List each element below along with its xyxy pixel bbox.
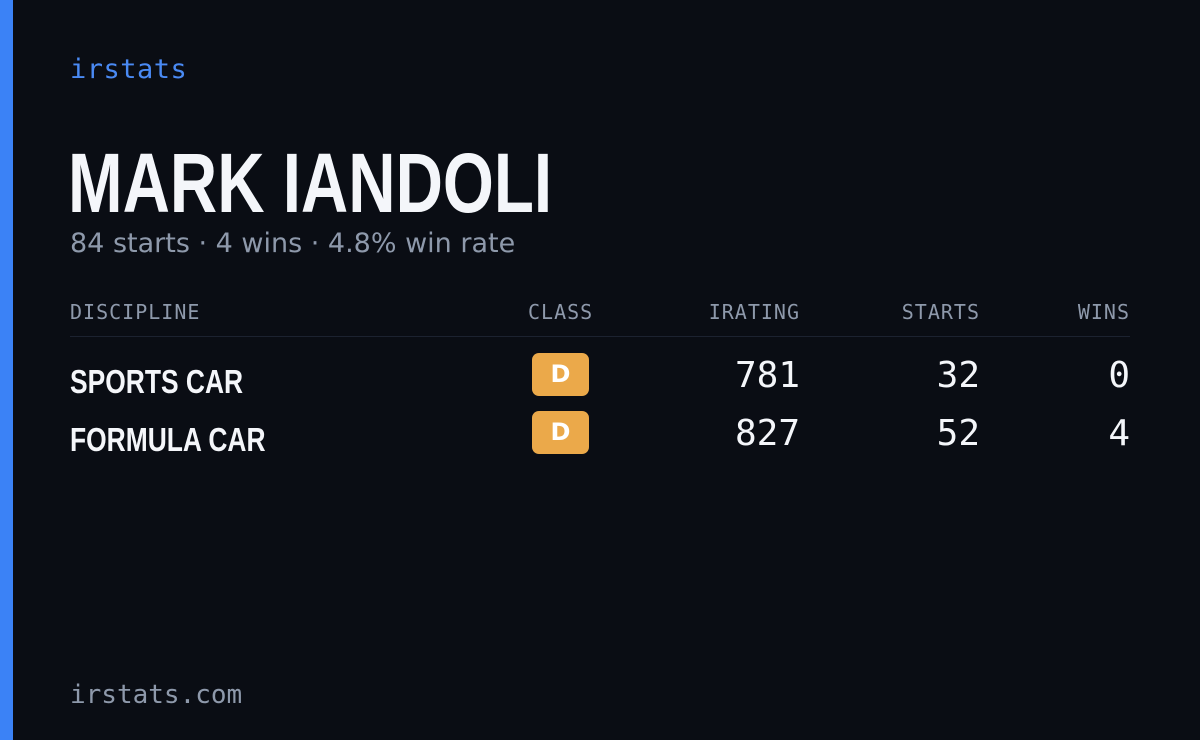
header-starts: STARTS — [901, 300, 980, 324]
table-row: SPORTS CAR D 781 32 0 — [70, 353, 1130, 411]
footer-url[interactable]: irstats.com — [70, 680, 243, 710]
wins-value: 4 — [1108, 413, 1130, 454]
discipline-name: SPORTS CAR — [70, 363, 244, 400]
driver-summary: 84 starts · 4 wins · 4.8% win rate — [70, 228, 516, 259]
irating-value: 781 — [734, 355, 800, 396]
wins-value: 0 — [1108, 355, 1130, 396]
accent-bar — [0, 0, 13, 740]
driver-name: MARK IANDOLI — [68, 136, 553, 230]
starts-value: 32 — [936, 355, 980, 396]
header-wins: WINS — [1077, 300, 1130, 324]
class-badge: D — [532, 353, 589, 396]
class-badge: D — [532, 411, 589, 454]
irating-value: 827 — [734, 413, 800, 454]
starts-value: 52 — [936, 413, 980, 454]
table-header: DISCIPLINE CLASS IRATING STARTS WINS — [70, 298, 1130, 337]
table-row: FORMULA CAR D 827 52 4 — [70, 411, 1130, 469]
stats-table: DISCIPLINE CLASS IRATING STARTS WINS SPO… — [70, 298, 1130, 469]
brand-logo[interactable]: irstats — [70, 54, 188, 85]
header-class: CLASS — [528, 300, 594, 324]
header-discipline: DISCIPLINE — [70, 300, 201, 324]
discipline-name: FORMULA CAR — [70, 421, 266, 458]
header-irating: IRATING — [708, 300, 800, 324]
